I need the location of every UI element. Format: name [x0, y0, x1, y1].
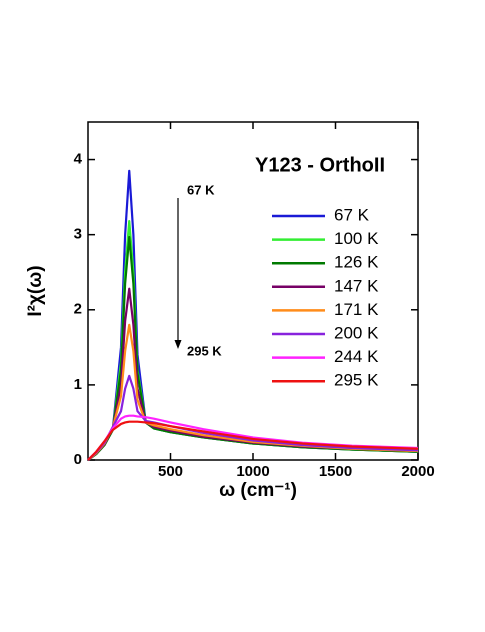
series-line	[87, 420, 419, 461]
x-tick-label: 1000	[236, 463, 269, 480]
legend-label: 200 K	[334, 323, 379, 342]
x-tick-label: 500	[158, 463, 183, 480]
x-tick-label: 2000	[401, 463, 434, 480]
annotation: 295 K	[187, 343, 222, 358]
y-axis-label: I²χ(ω)	[25, 265, 46, 316]
legend-label: 100 K	[334, 229, 379, 248]
legend-label: 67 K	[334, 205, 370, 224]
legend-label: 171 K	[334, 300, 379, 319]
y-tick-label: 2	[74, 301, 82, 318]
chart-title: Y123 - OrthoII	[255, 154, 385, 176]
x-axis-label: ω (cm⁻¹)	[219, 480, 297, 501]
y-tick-label: 0	[74, 451, 82, 468]
legend-label: 126 K	[334, 253, 379, 272]
annotation: 67 K	[187, 182, 215, 197]
y-tick-label: 1	[74, 376, 82, 393]
legend-label: 147 K	[334, 276, 379, 295]
x-tick-label: 1500	[319, 463, 352, 480]
legend-label: 295 K	[334, 371, 379, 390]
y-tick-label: 4	[74, 151, 83, 168]
arrow-head	[174, 340, 182, 349]
y-tick-label: 3	[74, 226, 82, 243]
legend-label: 244 K	[334, 347, 379, 366]
